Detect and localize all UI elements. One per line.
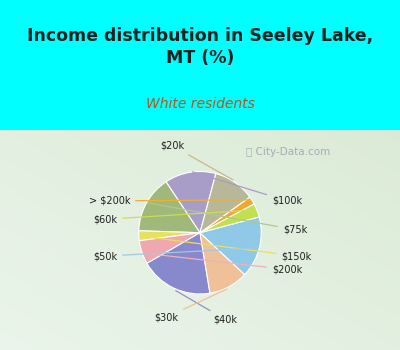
Text: $30k: $30k (154, 289, 227, 322)
Wedge shape (147, 233, 210, 294)
Text: $60k: $60k (93, 210, 255, 224)
Wedge shape (200, 233, 245, 293)
Text: $75k: $75k (148, 203, 307, 235)
Text: ⓘ City-Data.com: ⓘ City-Data.com (246, 147, 330, 156)
Wedge shape (139, 233, 200, 264)
Wedge shape (200, 204, 259, 233)
Text: > $200k: > $200k (89, 196, 250, 206)
Text: $150k: $150k (140, 236, 312, 261)
Wedge shape (200, 174, 250, 233)
Text: $200k: $200k (144, 253, 302, 274)
Text: Income distribution in Seeley Lake,
MT (%): Income distribution in Seeley Lake, MT (… (27, 27, 373, 67)
Wedge shape (166, 172, 216, 233)
Wedge shape (200, 217, 261, 275)
Text: $50k: $50k (93, 248, 258, 261)
Text: White residents: White residents (146, 97, 254, 111)
Text: $40k: $40k (176, 290, 238, 325)
Wedge shape (139, 231, 200, 241)
Text: $100k: $100k (192, 172, 302, 206)
Wedge shape (139, 182, 200, 233)
Wedge shape (200, 197, 254, 233)
Text: $20k: $20k (160, 141, 233, 180)
